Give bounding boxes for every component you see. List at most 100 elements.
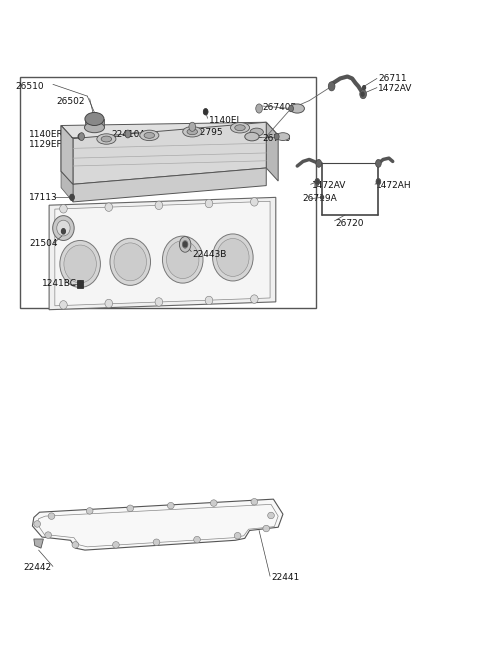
Ellipse shape [72, 542, 79, 548]
Ellipse shape [105, 299, 113, 308]
Polygon shape [266, 122, 278, 181]
Circle shape [126, 131, 130, 136]
Ellipse shape [114, 243, 146, 281]
Ellipse shape [153, 539, 160, 546]
Bar [77, 279, 84, 287]
Text: 26720: 26720 [336, 219, 364, 228]
Ellipse shape [60, 300, 67, 309]
Ellipse shape [290, 104, 304, 113]
Ellipse shape [57, 220, 70, 236]
Circle shape [70, 194, 74, 201]
Ellipse shape [48, 513, 55, 520]
Polygon shape [33, 499, 283, 550]
Text: 1472AV: 1472AV [312, 181, 346, 190]
Circle shape [70, 195, 74, 200]
Circle shape [289, 106, 293, 111]
Circle shape [79, 133, 84, 140]
Circle shape [252, 134, 256, 139]
Circle shape [316, 180, 319, 184]
Ellipse shape [205, 199, 213, 208]
Circle shape [61, 229, 65, 234]
Ellipse shape [276, 133, 289, 140]
Ellipse shape [263, 525, 270, 532]
Ellipse shape [144, 133, 155, 138]
Text: 1472AV: 1472AV [378, 85, 413, 93]
Ellipse shape [216, 239, 249, 276]
Text: 26711: 26711 [378, 74, 407, 83]
Ellipse shape [235, 125, 245, 131]
Ellipse shape [250, 128, 264, 136]
Text: 26740B: 26740B [263, 103, 297, 112]
Circle shape [256, 104, 263, 113]
Ellipse shape [53, 216, 74, 241]
Text: 1241BC: 1241BC [42, 279, 77, 288]
Text: 22442: 22442 [23, 564, 51, 572]
Ellipse shape [105, 203, 113, 211]
Ellipse shape [86, 508, 93, 514]
Ellipse shape [155, 298, 163, 306]
Ellipse shape [167, 241, 199, 279]
Ellipse shape [213, 234, 253, 281]
Ellipse shape [268, 512, 275, 519]
Circle shape [315, 178, 320, 185]
Ellipse shape [113, 542, 119, 548]
Ellipse shape [101, 136, 112, 142]
Polygon shape [49, 197, 276, 310]
Circle shape [125, 130, 131, 138]
Ellipse shape [251, 499, 258, 505]
Ellipse shape [251, 197, 258, 206]
Text: 26719A: 26719A [302, 194, 337, 203]
Polygon shape [34, 539, 43, 548]
Circle shape [78, 134, 82, 139]
Text: 26740: 26740 [263, 134, 291, 143]
Ellipse shape [97, 134, 116, 144]
Circle shape [191, 124, 194, 129]
Text: 22443B: 22443B [192, 250, 227, 258]
Text: 1140EJ: 1140EJ [209, 115, 240, 125]
Circle shape [189, 122, 196, 131]
Polygon shape [61, 125, 73, 184]
Text: 26502: 26502 [57, 97, 85, 106]
Circle shape [275, 133, 279, 140]
Circle shape [321, 195, 324, 199]
Ellipse shape [187, 129, 198, 134]
Polygon shape [85, 119, 104, 127]
Circle shape [363, 86, 365, 90]
Ellipse shape [168, 502, 174, 509]
Circle shape [204, 109, 207, 114]
Text: 17113: 17113 [29, 193, 58, 202]
Circle shape [182, 241, 188, 249]
Circle shape [316, 159, 322, 167]
Circle shape [203, 108, 208, 115]
Circle shape [328, 82, 335, 91]
Ellipse shape [60, 205, 67, 213]
Text: 22410A: 22410A [111, 130, 145, 139]
Circle shape [183, 242, 187, 247]
Text: 22441: 22441 [271, 573, 299, 582]
Ellipse shape [230, 123, 250, 133]
Ellipse shape [110, 238, 151, 285]
Text: 1129EF: 1129EF [29, 140, 63, 149]
Text: 26510: 26510 [16, 82, 44, 91]
Ellipse shape [162, 236, 203, 283]
Ellipse shape [183, 127, 202, 137]
Circle shape [180, 237, 191, 252]
Ellipse shape [245, 133, 259, 141]
Ellipse shape [127, 505, 133, 512]
Ellipse shape [210, 500, 217, 506]
Text: 32795: 32795 [195, 127, 223, 136]
Circle shape [361, 92, 364, 96]
Ellipse shape [140, 130, 159, 140]
Ellipse shape [251, 295, 258, 303]
Polygon shape [73, 122, 266, 184]
Circle shape [288, 105, 293, 112]
Ellipse shape [155, 201, 163, 209]
Ellipse shape [194, 537, 200, 543]
Circle shape [78, 281, 82, 286]
Text: 1140ER: 1140ER [29, 130, 64, 139]
Ellipse shape [205, 297, 213, 304]
Text: 1472AH: 1472AH [376, 181, 412, 190]
Ellipse shape [84, 122, 105, 133]
Circle shape [377, 180, 380, 184]
Polygon shape [61, 125, 73, 184]
